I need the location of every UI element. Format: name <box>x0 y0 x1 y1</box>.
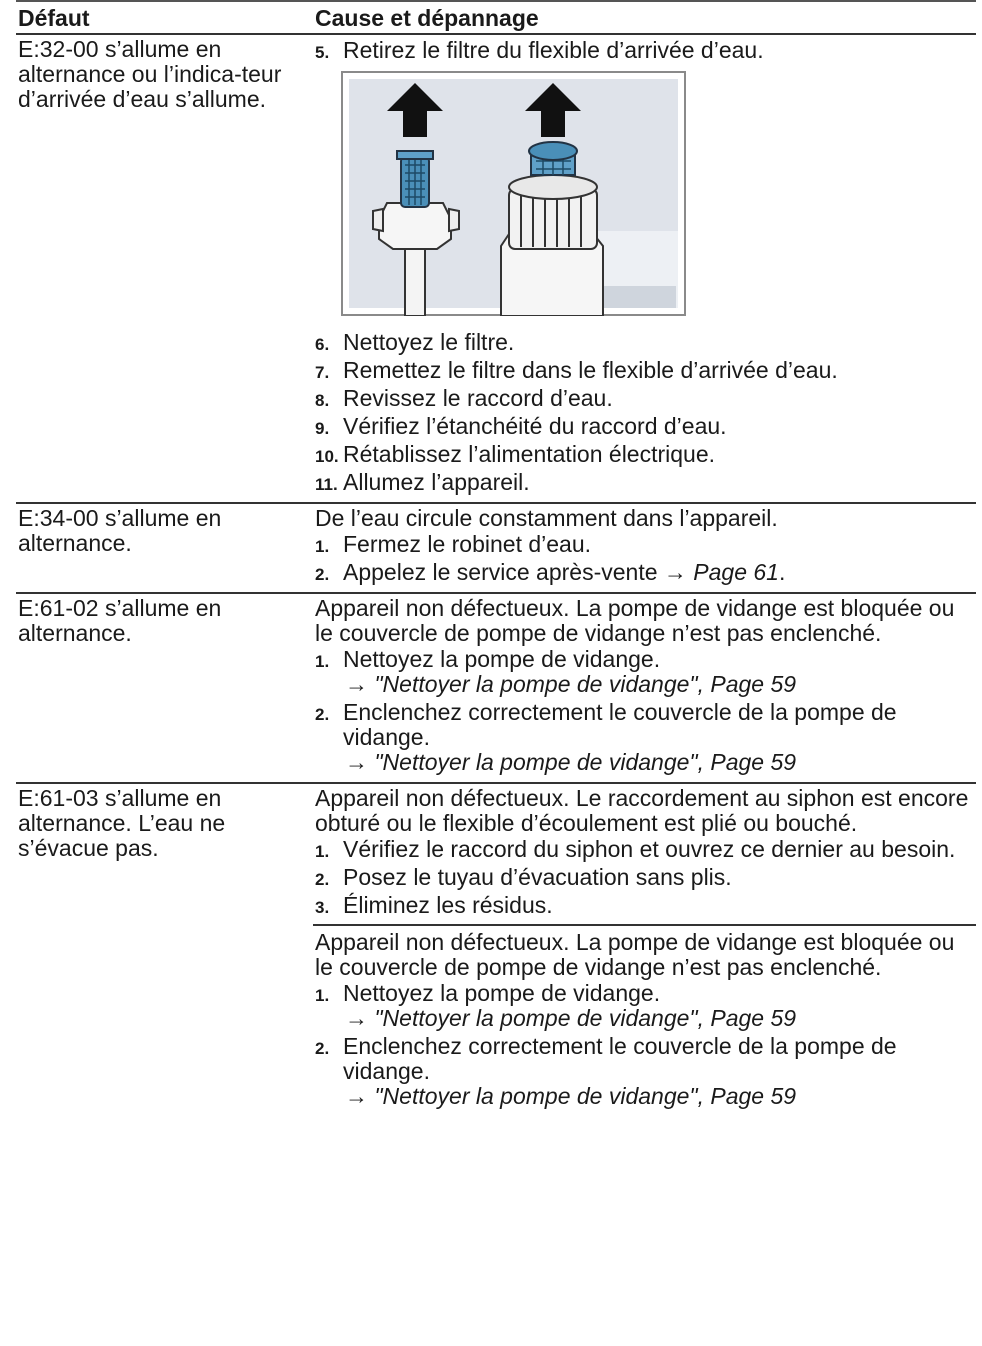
step-number: 9. <box>315 419 330 438</box>
step-text: Enclenchez correctement le couvercle de … <box>343 1033 897 1084</box>
step-text: Vérifiez l’étanchéité du raccord d’eau. <box>343 413 727 439</box>
page-reference: → Page 61 <box>658 559 779 585</box>
reference-text: "Nettoyer la pompe de vidange", Page 59 <box>374 749 797 775</box>
step: 11. Allumez l’appareil. <box>315 470 976 495</box>
fault-cell: E:61-02 s’allume en alternance. <box>16 592 313 783</box>
step-text: Enclenchez correctement le couvercle de … <box>343 699 897 750</box>
reference-arrow: → <box>345 671 368 697</box>
cause-block: 5. Retirez le filtre du flexible d’arrivé… <box>315 38 976 495</box>
step-number: 2. <box>315 705 330 724</box>
step: 5. Retirez le filtre du flexible d’arrivé… <box>315 38 976 63</box>
step-number: 1. <box>315 537 330 556</box>
table-body: E:32-00 s’allume en alternance ou l’indi… <box>16 33 976 1116</box>
reference-text: Page 61 <box>693 559 779 585</box>
step: 2. Appelez le service après-vente → Page … <box>315 560 976 585</box>
step-number: 8. <box>315 391 330 410</box>
step: 10. Rétablissez l’alimentation électrique… <box>315 442 976 467</box>
cause-intro: Appareil non défectueux. La pompe de vid… <box>315 595 955 646</box>
reference-arrow: → <box>663 559 687 585</box>
fault-cell: E:34-00 s’allume en alternance. <box>16 502 313 593</box>
cause-block: De l’eau circule constamment dans l’appa… <box>315 506 976 585</box>
cause-intro: Appareil non défectueux. Le raccordement… <box>315 785 969 836</box>
step-text: Posez le tuyau d’évacuation sans plis. <box>343 864 732 890</box>
step-punctuation: . <box>778 559 786 585</box>
step-number: 10. <box>315 447 339 466</box>
fault-cell: E:32-00 s’allume en alternance ou l’indi… <box>16 33 313 503</box>
cause-cell: De l’eau circule constamment dans l’appa… <box>313 502 976 593</box>
step: 1. Fermez le robinet d’eau. <box>315 532 976 557</box>
cause-block: Appareil non défectueux. La pompe de vid… <box>315 596 976 775</box>
step: 8. Revissez le raccord d’eau. <box>315 386 976 411</box>
page-reference: → "Nettoyer la pompe de vidange", Page 5… <box>343 1006 976 1031</box>
step-number: 3. <box>315 898 330 917</box>
step-number: 1. <box>315 986 330 1005</box>
reference-arrow: → <box>345 749 368 775</box>
step-number: 2. <box>315 1039 330 1058</box>
step-number: 2. <box>315 870 330 889</box>
step-text: Vérifiez le raccord du siphon et ouvrez … <box>343 836 956 862</box>
step-text: Éliminez les résidus. <box>343 892 553 918</box>
step-number: 5. <box>315 43 330 62</box>
header-cell: Défaut <box>16 0 313 35</box>
step: 9. Vérifiez l’étanchéité du raccord d’eau… <box>315 414 976 439</box>
step-text: Rétablissez l’alimentation électrique. <box>343 441 716 467</box>
table-row: E:61-02 s’allume en alternance. Appareil … <box>16 592 976 783</box>
page-reference: → "Nettoyer la pompe de vidange", Page 5… <box>343 672 976 697</box>
step-text: Nettoyez le filtre. <box>343 329 515 355</box>
step: 6. Nettoyez le filtre. <box>315 330 976 355</box>
cause-cell: 5. Retirez le filtre du flexible d’arrivé… <box>313 33 976 503</box>
filter-illustration <box>341 71 686 316</box>
step-number: 11. <box>315 475 338 494</box>
cause-intro: Appareil non défectueux. La pompe de vid… <box>315 929 955 980</box>
step: 2. Posez le tuyau d’évacuation sans plis. <box>315 865 976 890</box>
header-cell: Cause et dépannage <box>313 0 976 35</box>
cause-block: Appareil non défectueux. Le raccordement… <box>315 786 976 918</box>
step: 2. Enclenchez correctement le couvercle d… <box>315 700 976 775</box>
cause-intro: De l’eau circule constamment dans l’appa… <box>315 505 778 531</box>
step-text: Allumez l’appareil. <box>343 469 530 495</box>
step: 7. Remettez le filtre dans le flexible d’… <box>315 358 976 383</box>
reference-arrow: → <box>345 1083 368 1109</box>
reference-text: "Nettoyer la pompe de vidange", Page 59 <box>374 1083 797 1109</box>
step-number: 1. <box>315 842 330 861</box>
table-row: E:32-00 s’allume en alternance ou l’indi… <box>16 33 976 503</box>
cause-block: Appareil non défectueux. La pompe de vid… <box>313 924 976 1109</box>
reference-text: "Nettoyer la pompe de vidange", Page 59 <box>374 671 797 697</box>
reference-arrow: → <box>345 1005 368 1031</box>
step: 1. Nettoyez la pompe de vidange. → "Nettoy… <box>315 647 976 697</box>
page-reference: → "Nettoyer la pompe de vidange", Page 5… <box>343 750 976 775</box>
table-row: E:34-00 s’allume en alternance. De l’eau … <box>16 502 976 593</box>
header-row: Défaut Cause et dépannage <box>16 0 976 35</box>
fault-cell: E:61-03 s’allume en alternance. L’eau ne… <box>16 782 313 1116</box>
step-text: Appelez le service après-vente <box>343 559 658 585</box>
step: 1. Vérifiez le raccord du siphon et ouvre… <box>315 837 976 862</box>
troubleshooting-table: Défaut Cause et dépannage E:32-00 s’allu… <box>16 0 976 1116</box>
step-number: 2. <box>315 565 330 584</box>
step: 1. Nettoyez la pompe de vidange. → "Nettoy… <box>315 981 976 1031</box>
step-text: Fermez le robinet d’eau. <box>343 531 592 557</box>
step-text: Nettoyez la pompe de vidange. <box>343 646 661 672</box>
step-text: Remettez le filtre dans le flexible d’ar… <box>343 357 838 383</box>
step-number: 7. <box>315 363 330 382</box>
page-reference: → "Nettoyer la pompe de vidange", Page 5… <box>343 1084 976 1109</box>
step-text: Retirez le filtre du flexible d’arrivée … <box>343 37 764 63</box>
step: 3. Éliminez les résidus. <box>315 893 976 918</box>
step-number: 6. <box>315 335 330 354</box>
step: 2. Enclenchez correctement le couvercle d… <box>315 1034 976 1109</box>
table-row: E:61-03 s’allume en alternance. L’eau ne… <box>16 782 976 1116</box>
reference-text: "Nettoyer la pompe de vidange", Page 59 <box>374 1005 797 1031</box>
step-text: Nettoyez la pompe de vidange. <box>343 980 661 1006</box>
step-number: 1. <box>315 652 330 671</box>
cause-cell: Appareil non défectueux. Le raccordement… <box>313 782 976 1116</box>
step-text: Revissez le raccord d’eau. <box>343 385 613 411</box>
cause-cell: Appareil non défectueux. La pompe de vid… <box>313 592 976 783</box>
